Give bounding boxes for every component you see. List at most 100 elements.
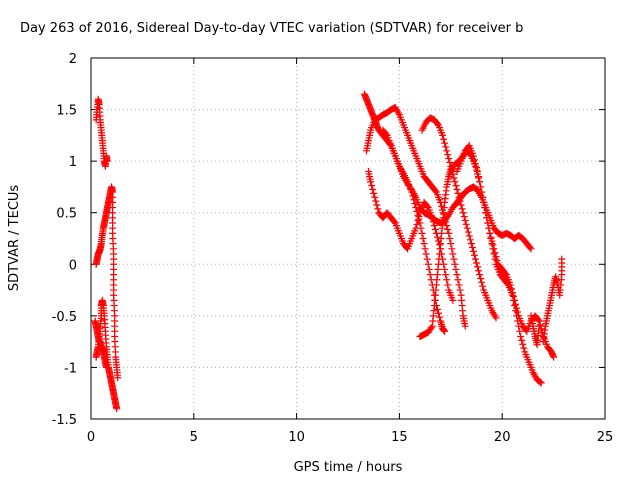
data-point <box>508 289 516 297</box>
data-point <box>455 193 463 201</box>
data-point <box>382 130 390 138</box>
data-point <box>414 211 422 219</box>
x-tick-label: 15 <box>391 430 408 445</box>
data-point <box>519 340 527 348</box>
data-point <box>506 281 514 289</box>
data-point <box>419 235 427 242</box>
data-point <box>492 253 500 261</box>
data-point <box>415 215 423 223</box>
data-point <box>464 228 472 236</box>
data-point <box>408 188 416 196</box>
data-point <box>511 296 519 304</box>
data-point <box>469 247 477 255</box>
data-point <box>441 139 449 147</box>
data-point <box>441 265 449 273</box>
data-point <box>441 327 449 335</box>
y-tick-label: 0.5 <box>56 207 77 222</box>
data-point <box>433 233 441 241</box>
data-point <box>476 178 484 186</box>
data-point <box>440 135 448 143</box>
data-point <box>474 167 482 175</box>
data-point <box>460 213 468 221</box>
data-point <box>481 204 489 212</box>
data-point <box>466 236 474 244</box>
data-point <box>447 240 455 248</box>
data-point <box>449 296 457 304</box>
data-point <box>425 265 433 273</box>
data-point <box>493 256 501 264</box>
data-point <box>446 235 454 242</box>
data-point <box>424 260 432 268</box>
data-point <box>435 313 443 321</box>
x-tick-label: 20 <box>494 430 511 445</box>
data-point <box>369 186 377 194</box>
data-point <box>463 224 471 232</box>
y-axis-label: SDTVAR / TECUs <box>7 185 22 292</box>
data-point <box>468 244 476 252</box>
data-point <box>416 219 424 227</box>
data-point <box>454 276 462 284</box>
data-point <box>534 316 542 324</box>
data-point <box>442 218 450 226</box>
x-tick-label: 5 <box>190 430 198 445</box>
x-tick-label: 25 <box>597 430 614 445</box>
x-tick-label: 0 <box>87 430 95 445</box>
data-point <box>512 300 520 308</box>
data-point <box>476 271 484 279</box>
data-point <box>458 205 466 213</box>
data-point <box>516 327 524 335</box>
x-tick-labels: 0 5 10 15 20 25 <box>87 430 613 445</box>
data-point <box>450 174 458 182</box>
y-tick-label: -0.5 <box>52 310 77 325</box>
data-point <box>390 218 398 226</box>
data-point <box>413 207 421 215</box>
data-point <box>418 229 426 237</box>
data-point <box>477 183 485 191</box>
data-point <box>488 237 496 245</box>
data-point <box>444 281 452 289</box>
data-point <box>477 274 485 282</box>
data-point <box>113 405 121 413</box>
data-point <box>412 204 420 212</box>
data-point <box>448 245 456 253</box>
data-point <box>413 220 421 228</box>
data-point <box>456 286 464 294</box>
data-point <box>102 363 110 371</box>
data-point <box>465 232 473 240</box>
data-point <box>480 198 488 206</box>
data-point <box>491 249 499 257</box>
data-point <box>482 209 490 217</box>
axis-ticks <box>90 57 606 420</box>
y-tick-label: -1.5 <box>52 413 77 428</box>
data-point <box>373 201 381 209</box>
data-point <box>439 131 447 139</box>
x-tick-label: 10 <box>288 430 305 445</box>
y-tick-label: 0 <box>69 258 77 273</box>
data-point <box>501 269 509 277</box>
data-point <box>486 229 494 237</box>
data-point <box>417 224 425 232</box>
data-point <box>442 271 450 279</box>
data-point <box>514 308 522 316</box>
data-point <box>443 147 451 155</box>
data-point <box>444 225 452 233</box>
data-point <box>470 251 478 259</box>
data-point <box>372 197 380 205</box>
data-point <box>469 152 477 160</box>
data-point <box>470 156 478 164</box>
data-point <box>475 267 483 275</box>
data-point <box>474 263 482 271</box>
data-point <box>451 178 459 186</box>
data-point <box>431 225 439 233</box>
data-point <box>114 374 122 382</box>
data-point <box>487 233 495 241</box>
data-point <box>430 222 438 230</box>
data-point <box>428 214 436 222</box>
data-point <box>471 255 479 263</box>
data-points <box>91 90 566 413</box>
y-tick-label: 2 <box>69 52 77 67</box>
data-point <box>536 378 544 386</box>
data-point <box>371 193 379 201</box>
data-point <box>445 229 453 237</box>
